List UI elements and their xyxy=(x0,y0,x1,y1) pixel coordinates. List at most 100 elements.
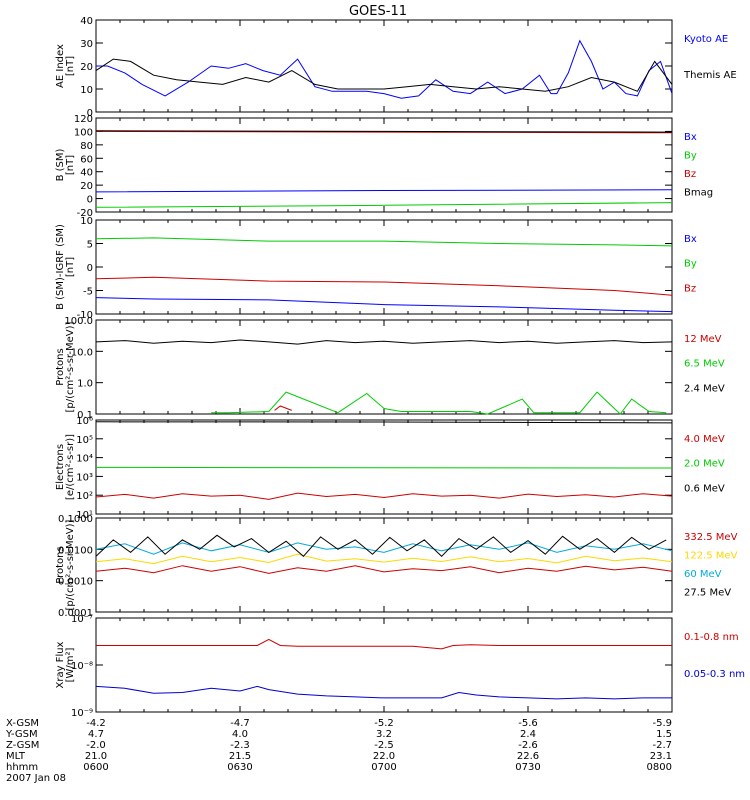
panel-1: -20 0 20 40 60 80 100 120 B (SM) [nT] Bx By Bz Bmag xyxy=(55,114,713,219)
panel-5: 0.0001 0.0010 0.0100 0.1000 Protons [p/(cm²-s… xyxy=(55,514,738,619)
panel-3: 0.1 1.0 10.0 100.0 Protons [p/(cm²-s-sr-MeV)]… xyxy=(55,316,725,421)
legend-entry: Bx xyxy=(684,234,697,245)
y-axis-label: Electrons xyxy=(55,444,66,490)
x-tick-label: 0700 xyxy=(371,762,396,773)
y-tick-label: 10² xyxy=(76,491,93,502)
y-tick-label: 20 xyxy=(80,62,93,73)
x-tick-label: -2.6 xyxy=(518,740,538,751)
series-line xyxy=(95,534,667,558)
series-line xyxy=(95,492,673,500)
x-tick-label: 22.0 xyxy=(373,751,395,762)
panel-frame xyxy=(95,19,673,113)
legend-entry: 0.6 MeV xyxy=(684,483,725,494)
y-axis-label: Protons xyxy=(55,348,66,385)
legend-entry: Bz xyxy=(684,283,696,294)
y-tick-label: 20 xyxy=(80,181,93,192)
series-line xyxy=(95,542,673,555)
panel-frame xyxy=(95,517,673,613)
y-tick-label: 0 xyxy=(87,263,93,274)
y-axis-label: AE Index xyxy=(55,44,66,88)
x-row-label: X-GSM xyxy=(6,718,39,729)
x-tick-label: 2.4 xyxy=(520,729,536,740)
x-tick-label: -2.3 xyxy=(230,740,250,751)
panel-4: 10¹ 10² 10³ 10⁴ 10⁵ 10⁶ Electrons [e/(cm²-s-sr)… xyxy=(55,416,725,521)
legend-entry: 0.05-0.3 nm xyxy=(684,669,745,680)
x-axis-table: X-GSM -4.2 -4.7 -5.2 -5.6 -5.9 Y-GSM 4.7 4.0 3.2 2… xyxy=(5,718,672,784)
y-tick-label: 40 xyxy=(80,16,93,27)
x-tick-label: 4.7 xyxy=(88,729,104,740)
panel-2: -10 -5 0 5 10 B (SM)-IGRF (SM) [nT] Bx By Bz xyxy=(55,216,697,321)
y-tick-label: 120 xyxy=(74,114,93,125)
series-line xyxy=(95,565,673,574)
series-line xyxy=(95,130,673,134)
y-axis-label: [nT] xyxy=(65,56,76,76)
y-axis-label: Protons xyxy=(55,546,66,583)
y-tick-label: 10³ xyxy=(76,472,93,483)
legend-entry: 2.0 MeV xyxy=(684,459,725,470)
series-line xyxy=(211,391,667,415)
legend-entry: 12 MeV xyxy=(684,334,722,345)
y-tick-label: 60 xyxy=(80,154,93,165)
x-tick-label: -5.9 xyxy=(652,718,672,729)
legend-entry: Bx xyxy=(684,132,697,143)
y-tick-label: 10⁻⁹ xyxy=(71,708,93,719)
x-tick-label: 21.0 xyxy=(85,751,107,762)
y-axis-label: [W/m²] xyxy=(65,647,76,682)
y-tick-label: 0 xyxy=(87,195,93,206)
panel-0: 0 10 20 30 40 AE Index [nT] Kyoto AE Themis AE xyxy=(55,16,737,119)
x-row-label: MLT xyxy=(6,751,26,762)
y-tick-label: 40 xyxy=(80,168,93,179)
y-tick-label: 0.0010 xyxy=(58,577,93,588)
legend-entry: Kyoto AE xyxy=(684,34,728,45)
y-tick-label: -20 xyxy=(77,208,93,219)
y-tick-label: 0.1 xyxy=(77,410,93,421)
legend-entry: 0.1-0.8 nm xyxy=(684,632,739,643)
series-line xyxy=(95,339,673,345)
y-axis-label: [nT] xyxy=(65,155,76,175)
y-axis-label: [p/(cm²-s-sr-MeV)] xyxy=(65,519,76,610)
y-tick-label: 0 xyxy=(87,108,93,119)
y-tick-label: 5 xyxy=(87,240,93,251)
series-line xyxy=(95,553,673,565)
x-tick-label: -4.7 xyxy=(230,718,250,729)
x-tick-label: -5.6 xyxy=(518,718,538,729)
y-tick-label: 10¹ xyxy=(76,510,93,521)
series-line xyxy=(95,421,673,424)
legend-entry: Bz xyxy=(684,169,696,180)
x-tick-label: 0730 xyxy=(515,762,540,773)
y-tick-label: 0.0001 xyxy=(58,608,93,619)
x-tick-label: -2.7 xyxy=(652,740,672,751)
x-tick-label: -5.2 xyxy=(374,718,394,729)
y-axis-label: Xray Flux xyxy=(55,641,66,688)
y-tick-label: 100 xyxy=(74,127,93,138)
legend-entry: By xyxy=(684,151,697,162)
x-row-label: Z-GSM xyxy=(6,740,39,751)
chart-title: GOES-11 xyxy=(349,4,407,19)
y-tick-label: 10 xyxy=(80,216,93,227)
legend-entry: 27.5 MeV xyxy=(684,588,731,599)
y-tick-label: 10⁵ xyxy=(76,435,93,446)
y-axis-label: [nT] xyxy=(65,257,76,277)
y-tick-label: 10⁶ xyxy=(76,416,93,427)
legend-entry: 332.5 MeV xyxy=(684,532,738,543)
series-line xyxy=(95,466,673,469)
legend-entry: By xyxy=(684,259,697,270)
y-tick-label: 10.0 xyxy=(71,347,93,358)
series-line xyxy=(95,297,673,313)
legend-entry: 4.0 MeV xyxy=(684,434,725,445)
x-tick-label: 0800 xyxy=(647,762,672,773)
series-line xyxy=(95,276,673,296)
y-tick-label: 80 xyxy=(80,141,93,152)
x-tick-label: 4.0 xyxy=(232,729,248,740)
x-tick-label: 1.5 xyxy=(656,729,672,740)
series-line xyxy=(95,189,673,193)
x-tick-label: 21.5 xyxy=(229,751,251,762)
series-line xyxy=(96,638,672,650)
y-tick-label: 10⁴ xyxy=(76,454,93,465)
y-tick-label: -5 xyxy=(83,287,93,298)
x-tick-label: -4.2 xyxy=(86,718,106,729)
y-axis-label: [p/(cm²-s-sr-MeV)] xyxy=(65,321,76,412)
legend-entry: 2.4 MeV xyxy=(684,383,725,394)
series-line xyxy=(96,39,673,99)
